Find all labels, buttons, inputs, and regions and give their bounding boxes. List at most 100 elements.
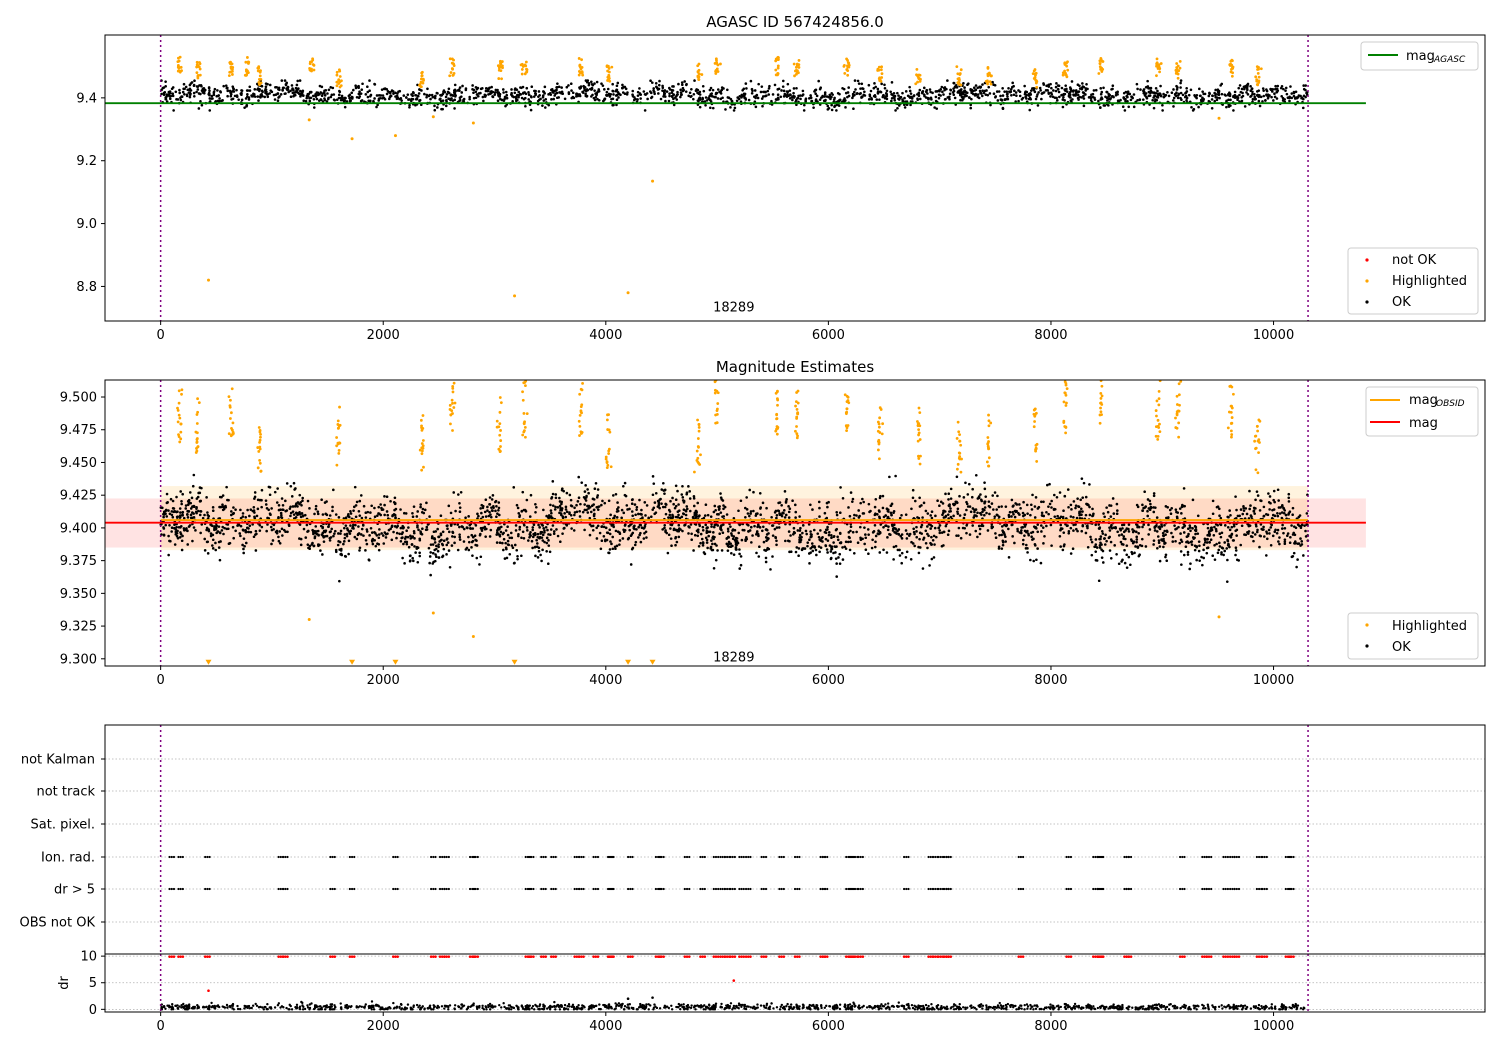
ok-point xyxy=(659,97,663,101)
highlighted-point xyxy=(919,77,922,81)
ok-point xyxy=(516,506,520,510)
ok-point xyxy=(252,505,256,509)
ok-point xyxy=(584,499,588,502)
ok-point xyxy=(1122,535,1126,538)
ok-point xyxy=(237,98,240,101)
ok-point xyxy=(276,92,279,96)
ok-point xyxy=(969,510,973,514)
ok-point xyxy=(312,532,315,536)
ok-point xyxy=(506,539,510,543)
ok-point xyxy=(182,516,186,520)
highlighted-point xyxy=(1065,64,1069,68)
ok-point xyxy=(538,93,541,97)
ok-point xyxy=(1144,85,1148,89)
ok-point xyxy=(498,97,502,101)
ok-point xyxy=(575,92,578,95)
ok-point xyxy=(383,495,386,498)
ok-point xyxy=(357,86,360,90)
ok-point xyxy=(1131,530,1135,534)
ok-point xyxy=(890,99,893,103)
ok-point xyxy=(425,93,429,97)
ok-point xyxy=(948,97,951,101)
ok-point xyxy=(1008,90,1011,93)
ok-point xyxy=(200,103,204,107)
ok-point xyxy=(1301,106,1305,110)
ok-point xyxy=(504,529,508,532)
ok-point xyxy=(506,525,509,529)
ok-point xyxy=(477,94,480,98)
ok-point xyxy=(789,534,792,537)
ok-point xyxy=(662,93,666,96)
ok-point xyxy=(1099,535,1103,538)
highlighted-point xyxy=(714,72,718,75)
ok-point xyxy=(870,98,874,101)
ok-point xyxy=(934,95,938,99)
ok-point xyxy=(575,95,578,98)
ok-point xyxy=(897,97,900,101)
ok-point xyxy=(779,95,783,99)
ok-point xyxy=(1003,90,1006,93)
ok-point xyxy=(615,103,618,107)
ok-point xyxy=(687,94,690,98)
ok-point xyxy=(913,544,916,548)
ok-point xyxy=(1211,554,1215,557)
ok-point xyxy=(853,79,857,82)
ok-point xyxy=(856,79,860,83)
ok-point xyxy=(300,503,303,507)
ok-point xyxy=(279,93,283,96)
ok-point xyxy=(811,508,814,511)
highlighted-point xyxy=(1230,74,1234,78)
highlighted-point xyxy=(607,77,611,80)
ok-point xyxy=(1042,500,1045,504)
ok-point xyxy=(848,514,852,518)
ok-point xyxy=(165,515,169,518)
ok-point xyxy=(584,92,587,96)
ok-point xyxy=(1175,510,1178,514)
ok-point xyxy=(248,85,252,89)
ok-point xyxy=(965,524,968,527)
ok-point xyxy=(406,535,410,539)
ok-point xyxy=(830,536,833,540)
ok-point xyxy=(399,540,403,543)
ok-point xyxy=(720,88,724,92)
ok-point xyxy=(1149,86,1153,90)
ok-point xyxy=(832,535,836,539)
ok-point xyxy=(370,531,374,534)
ok-point xyxy=(1012,512,1015,516)
ok-point xyxy=(1220,551,1223,554)
ok-point xyxy=(368,89,371,93)
ok-point xyxy=(929,96,933,100)
ok-point xyxy=(628,528,632,532)
ok-point xyxy=(578,515,582,518)
ok-point xyxy=(753,95,756,99)
ok-point xyxy=(1222,553,1225,557)
ok-point xyxy=(699,532,703,536)
ok-point xyxy=(304,536,308,539)
ok-point xyxy=(1147,523,1150,527)
ok-point xyxy=(826,525,829,529)
ok-point xyxy=(726,549,730,552)
ok-point xyxy=(1262,89,1265,92)
ok-point xyxy=(873,82,876,85)
highlighted-point xyxy=(1033,76,1037,80)
ok-point xyxy=(263,89,267,92)
legend-label-ok: OK xyxy=(1392,295,1411,310)
ok-point xyxy=(669,523,672,526)
ok-point xyxy=(1017,99,1020,103)
ok-point xyxy=(1229,98,1232,102)
ok-point xyxy=(475,93,479,96)
ok-point xyxy=(862,500,865,504)
ok-point xyxy=(251,523,254,526)
ok-point xyxy=(953,96,957,100)
ok-point xyxy=(1129,98,1133,102)
ok-point xyxy=(1288,96,1291,99)
ok-point xyxy=(730,551,733,555)
highlighted-point xyxy=(243,73,247,77)
ok-point xyxy=(651,493,655,497)
ok-point xyxy=(1064,84,1067,87)
ok-point xyxy=(368,79,371,82)
ok-point xyxy=(484,94,488,97)
ok-point xyxy=(1076,93,1080,97)
ok-point xyxy=(564,515,568,519)
ok-point xyxy=(344,555,348,558)
